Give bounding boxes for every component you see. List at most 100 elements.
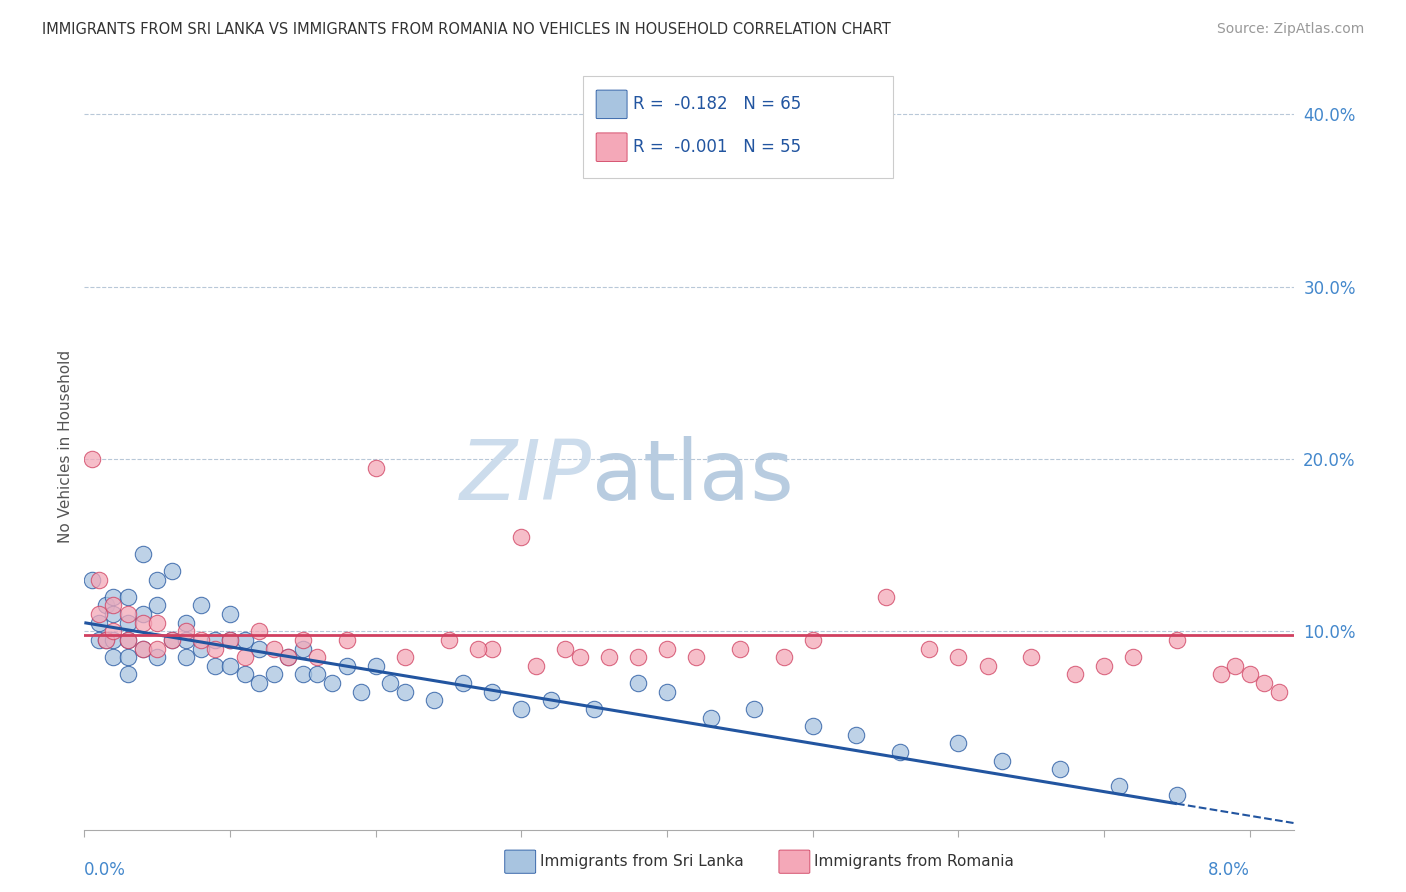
Point <box>321 676 343 690</box>
Text: R =  -0.001   N = 55: R = -0.001 N = 55 <box>633 138 801 156</box>
Point <box>190 599 212 613</box>
Point <box>247 676 270 690</box>
Point <box>875 590 897 604</box>
Point <box>524 658 547 673</box>
Point <box>80 451 103 466</box>
Point <box>598 650 620 665</box>
Point <box>87 607 110 621</box>
Point <box>96 632 118 647</box>
Point <box>451 676 474 690</box>
Point <box>204 632 226 647</box>
Point <box>131 607 153 621</box>
Text: IMMIGRANTS FROM SRI LANKA VS IMMIGRANTS FROM ROMANIA NO VEHICLES IN HOUSEHOLD CO: IMMIGRANTS FROM SRI LANKA VS IMMIGRANTS … <box>42 22 891 37</box>
Point <box>277 650 299 665</box>
Point <box>1122 650 1144 665</box>
Point <box>146 599 169 613</box>
Point <box>336 632 359 647</box>
Point <box>117 632 139 647</box>
Point <box>583 702 606 716</box>
Point <box>176 615 198 630</box>
Text: 0.0%: 0.0% <box>84 861 127 879</box>
Point <box>1166 632 1188 647</box>
Point <box>160 632 183 647</box>
Point <box>554 641 576 656</box>
Point <box>160 564 183 578</box>
Point <box>423 693 446 707</box>
Point <box>627 650 650 665</box>
Point <box>568 650 591 665</box>
Point <box>176 632 198 647</box>
Text: atlas: atlas <box>592 436 794 517</box>
Point <box>117 632 139 647</box>
Text: ZIP: ZIP <box>460 436 592 517</box>
Point <box>364 460 387 475</box>
Point <box>976 658 998 673</box>
Point <box>772 650 794 665</box>
Point <box>291 641 314 656</box>
Point <box>510 702 533 716</box>
Point <box>685 650 707 665</box>
Point <box>481 684 503 698</box>
Point <box>307 667 329 681</box>
Point <box>117 590 139 604</box>
Point <box>103 624 125 639</box>
Point <box>350 684 373 698</box>
Point <box>1225 658 1247 673</box>
Point <box>801 632 824 647</box>
Point <box>131 615 153 630</box>
Point <box>263 641 285 656</box>
Point <box>889 745 911 759</box>
Point <box>540 693 562 707</box>
Point <box>1092 658 1115 673</box>
Point <box>291 632 314 647</box>
Point <box>481 641 503 656</box>
Point <box>700 710 723 724</box>
Point <box>190 632 212 647</box>
Point <box>103 607 125 621</box>
Point <box>204 641 226 656</box>
Text: Source: ZipAtlas.com: Source: ZipAtlas.com <box>1216 22 1364 37</box>
Point <box>219 632 242 647</box>
Point <box>291 667 314 681</box>
Point <box>1239 667 1261 681</box>
Point <box>380 676 402 690</box>
Point <box>627 676 650 690</box>
Point <box>948 650 970 665</box>
Point <box>510 529 533 543</box>
Point <box>117 667 139 681</box>
Point <box>146 615 169 630</box>
Point <box>233 667 256 681</box>
Point <box>176 650 198 665</box>
Point <box>1209 667 1232 681</box>
Point <box>146 573 169 587</box>
Text: 8.0%: 8.0% <box>1208 861 1250 879</box>
Point <box>80 573 103 587</box>
Point <box>1064 667 1087 681</box>
Point <box>336 658 359 673</box>
Point <box>1268 684 1291 698</box>
Point <box>103 632 125 647</box>
Point <box>117 615 139 630</box>
Text: R =  -0.182   N = 65: R = -0.182 N = 65 <box>633 95 801 113</box>
Point <box>131 641 153 656</box>
Point <box>364 658 387 673</box>
Point <box>394 650 416 665</box>
Point <box>948 736 970 750</box>
Point <box>146 641 169 656</box>
Point <box>219 658 242 673</box>
Point <box>277 650 299 665</box>
Point <box>176 624 198 639</box>
Point <box>744 702 766 716</box>
Point <box>918 641 941 656</box>
Y-axis label: No Vehicles in Household: No Vehicles in Household <box>58 350 73 542</box>
Point <box>467 641 489 656</box>
Point <box>219 632 242 647</box>
Point <box>117 650 139 665</box>
Point <box>655 641 678 656</box>
Point <box>160 632 183 647</box>
Point <box>394 684 416 698</box>
Point <box>103 599 125 613</box>
Point <box>96 599 118 613</box>
Point <box>103 590 125 604</box>
Point <box>831 133 853 147</box>
